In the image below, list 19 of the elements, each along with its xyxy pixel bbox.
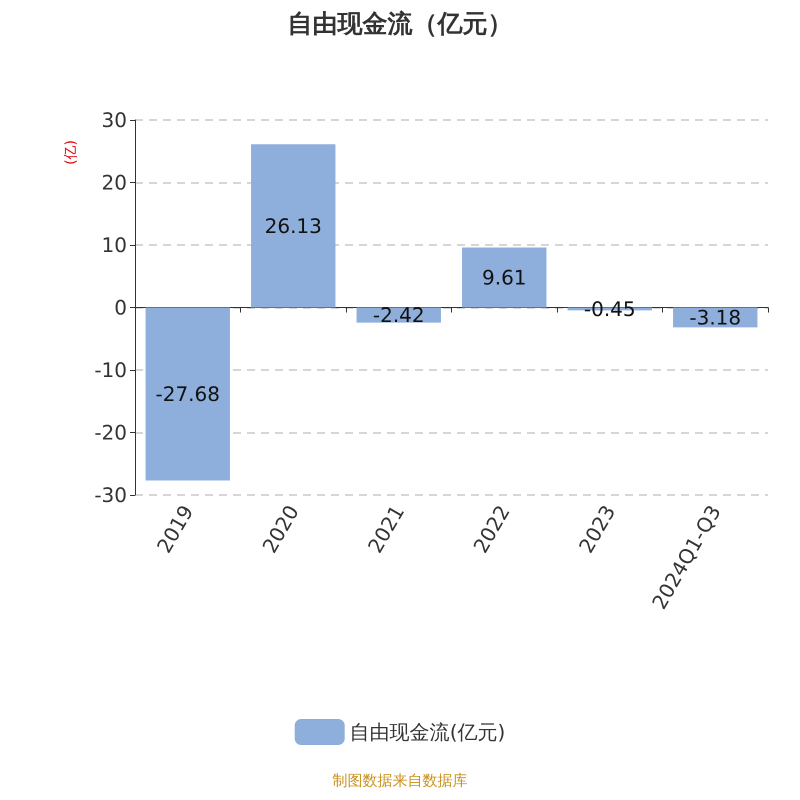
y-tick-label: -30 <box>94 483 127 507</box>
data-label: 9.61 <box>482 265 527 290</box>
bar <box>146 308 230 480</box>
y-tick-label: 0 <box>114 296 127 320</box>
y-tick-label: 10 <box>102 233 127 257</box>
legend-label: 自由现金流(亿元) <box>350 720 506 744</box>
bar <box>251 144 336 308</box>
data-label: 26.13 <box>264 214 322 238</box>
y-tick-label: 30 <box>102 108 127 132</box>
y-tick-label: 20 <box>102 170 127 194</box>
data-label: -3.18 <box>689 305 742 330</box>
bar <box>462 247 546 308</box>
data-label: -27.68 <box>156 382 220 406</box>
data-label: -2.42 <box>372 303 425 328</box>
y-tick-label: -10 <box>94 358 127 382</box>
text: 制图数据来自数据库 <box>332 772 468 790</box>
y-axis-title: (亿) <box>63 140 79 165</box>
y-tick-label: -20 <box>94 420 127 444</box>
chart-title: 自由现金流（亿元） <box>288 9 512 38</box>
